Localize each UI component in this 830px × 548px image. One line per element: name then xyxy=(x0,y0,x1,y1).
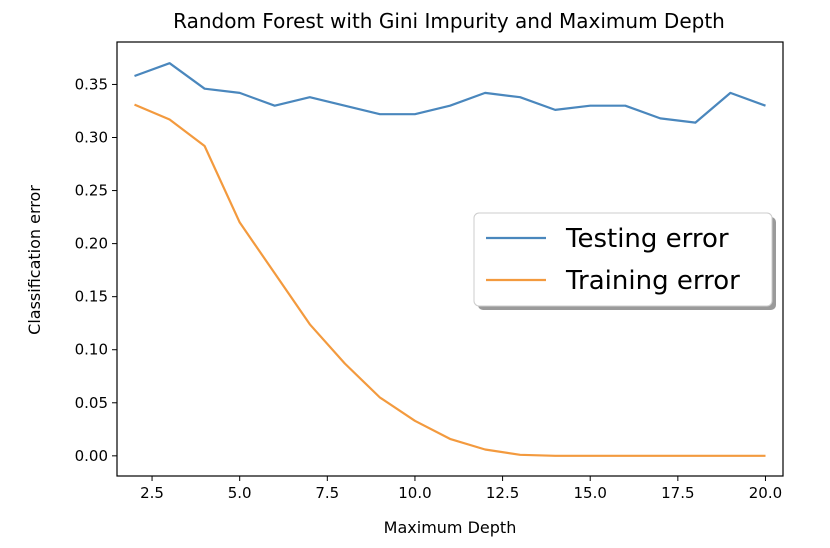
legend: Testing error Training error xyxy=(473,212,776,310)
x-tick-label: 10.0 xyxy=(398,484,431,502)
x-tick-label: 20.0 xyxy=(749,484,782,502)
x-axis: 2.5 5.0 7.5 10.0 12.5 15.0 17.5 20.0 xyxy=(140,476,782,502)
series-line-training-error xyxy=(134,103,766,457)
x-tick-label: 5.0 xyxy=(228,484,252,502)
plot-frame xyxy=(116,41,784,477)
x-tick-label: 17.5 xyxy=(661,484,694,502)
plot-area xyxy=(134,62,766,457)
x-tick-label: 15.0 xyxy=(574,484,607,502)
y-axis-label: Classification error xyxy=(25,185,44,335)
legend-box xyxy=(473,212,773,307)
y-axis: 0.00 0.05 0.10 0.15 0.20 0.25 0.30 0.35 xyxy=(75,75,117,465)
y-tick-label: 0.15 xyxy=(75,288,108,306)
y-tick-label: 0.25 xyxy=(75,182,108,200)
y-tick-label: 0.10 xyxy=(75,341,108,359)
chart-title: Random Forest with Gini Impurity and Max… xyxy=(173,9,725,33)
x-tick-label: 12.5 xyxy=(486,484,519,502)
x-tick-label: 7.5 xyxy=(315,484,339,502)
y-tick-label: 0.05 xyxy=(75,394,108,412)
y-tick-label: 0.20 xyxy=(75,235,108,253)
legend-label: Testing error xyxy=(565,224,729,254)
x-tick-label: 2.5 xyxy=(140,484,164,502)
y-tick-label: 0.00 xyxy=(75,447,108,465)
x-axis-label: Maximum Depth xyxy=(384,518,517,537)
y-tick-label: 0.35 xyxy=(75,75,108,93)
legend-label: Training error xyxy=(565,266,740,296)
series-line-testing-error xyxy=(134,62,766,124)
y-tick-label: 0.30 xyxy=(75,129,108,147)
